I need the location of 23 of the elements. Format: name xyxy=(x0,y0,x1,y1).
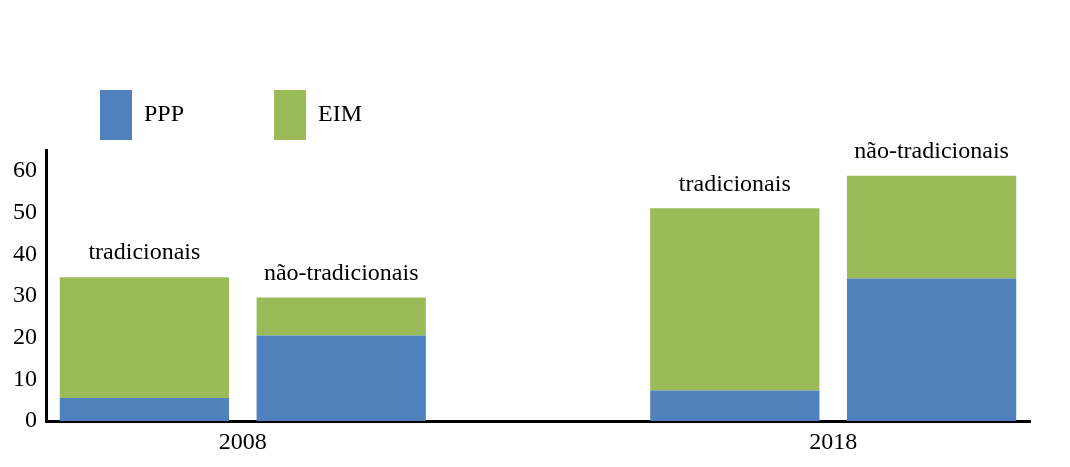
bar xyxy=(650,208,820,391)
x-tick-label: não-tradicionais xyxy=(854,137,1009,164)
text: 2008 xyxy=(218,428,267,455)
text: 2018 xyxy=(809,428,858,455)
y-tick-label: 30 xyxy=(13,281,37,308)
legend-label: EIM xyxy=(318,100,363,127)
y-tick-label: 60 xyxy=(13,156,37,183)
y-tick-label: 50 xyxy=(13,197,37,224)
y-tick-label: 0 xyxy=(25,406,37,433)
y-tick-label: 10 xyxy=(13,364,37,391)
bar xyxy=(256,297,426,336)
y-tick-label: 20 xyxy=(13,322,37,349)
bar xyxy=(59,277,230,399)
x-tick-label: não-tradicionais xyxy=(263,258,419,285)
legend-label: PPP xyxy=(144,100,185,127)
bar xyxy=(256,335,426,421)
x-tick-label: tradicionais xyxy=(88,238,201,265)
bar xyxy=(650,390,820,421)
x-tick-label: tradicionais xyxy=(678,169,791,196)
y-tick-label: 40 xyxy=(13,239,37,266)
bar xyxy=(59,398,230,421)
bar xyxy=(846,175,1017,279)
bar xyxy=(846,278,1017,421)
